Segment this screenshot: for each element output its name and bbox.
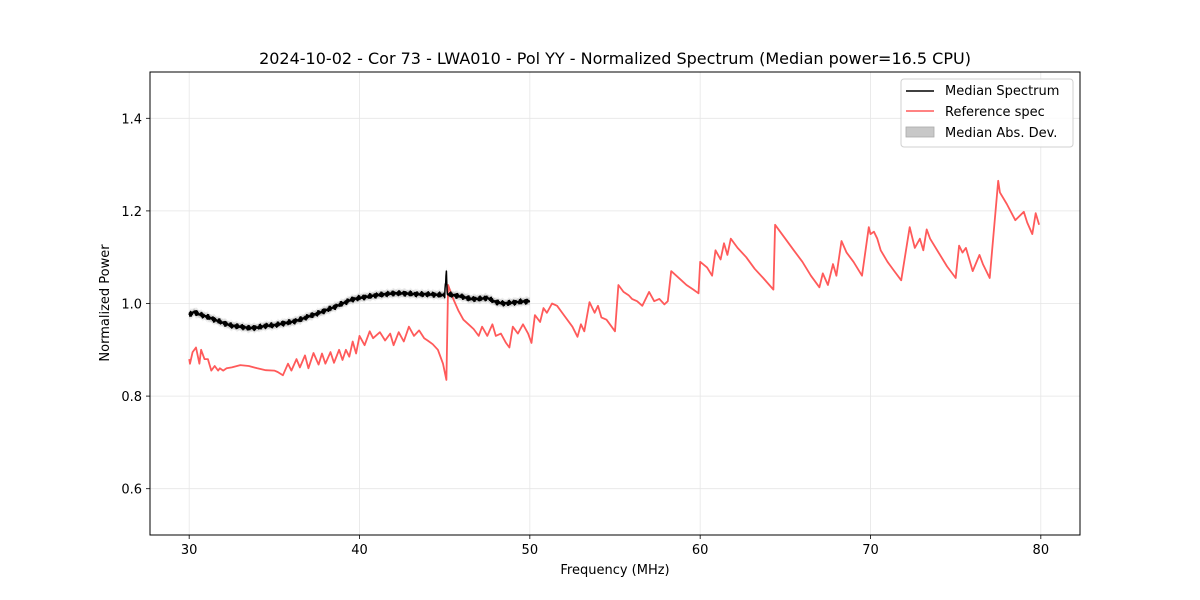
legend: Median Spectrum Reference spec Median Ab… bbox=[900, 78, 1074, 148]
y-axis-label: Normalized Power bbox=[98, 244, 113, 362]
legend-label-reference-spec: Reference spec bbox=[945, 105, 1045, 120]
y-tick-label: 1.4 bbox=[121, 112, 142, 127]
mad-band bbox=[189, 267, 530, 335]
legend-box bbox=[900, 78, 1074, 148]
x-axis-ticks: 30 40 50 60 70 80 bbox=[181, 535, 1049, 558]
x-axis-label: Frequency (MHz) bbox=[560, 563, 669, 578]
mad-band-area bbox=[189, 267, 530, 335]
legend-swatch-mad bbox=[905, 126, 935, 138]
x-tick-label: 70 bbox=[862, 543, 879, 558]
legend-label-median-spectrum: Median Spectrum bbox=[945, 84, 1059, 99]
y-axis-ticks: 0.6 0.8 1.0 1.2 1.4 bbox=[121, 112, 150, 498]
x-tick-label: 30 bbox=[181, 543, 198, 558]
legend-label-mad: Median Abs. Dev. bbox=[945, 126, 1057, 141]
y-tick-label: 1.2 bbox=[121, 205, 142, 220]
x-tick-label: 50 bbox=[522, 543, 539, 558]
x-tick-label: 80 bbox=[1033, 543, 1050, 558]
series-lines bbox=[188, 179, 1040, 381]
y-tick-label: 0.8 bbox=[121, 390, 142, 405]
reference-spectrum-line bbox=[188, 179, 1040, 381]
y-tick-label: 1.0 bbox=[121, 298, 142, 313]
y-tick-label: 0.6 bbox=[121, 483, 142, 498]
chart-title: 2024-10-02 - Cor 73 - LWA010 - Pol YY - … bbox=[259, 49, 971, 68]
x-tick-label: 40 bbox=[351, 543, 368, 558]
median-spectrum-line bbox=[188, 270, 531, 332]
x-tick-label: 60 bbox=[692, 543, 709, 558]
grid bbox=[150, 72, 1080, 535]
